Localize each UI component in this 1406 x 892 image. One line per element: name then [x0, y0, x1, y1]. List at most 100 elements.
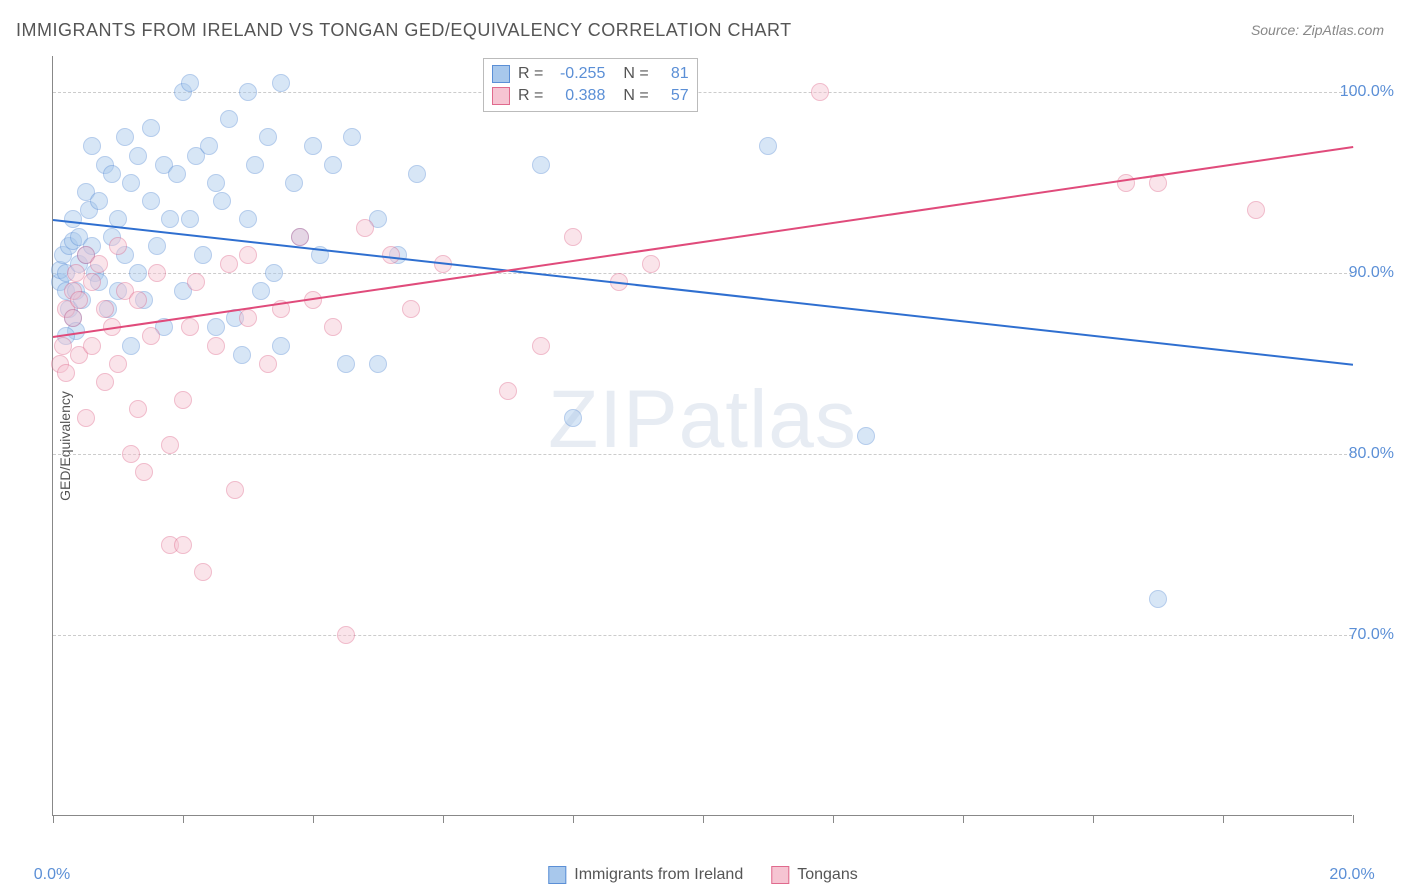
data-point — [194, 246, 212, 264]
data-point — [70, 291, 88, 309]
data-point — [161, 210, 179, 228]
data-point — [83, 273, 101, 291]
data-point — [83, 337, 101, 355]
data-point — [259, 128, 277, 146]
x-tick — [833, 815, 834, 823]
legend-swatch — [548, 866, 566, 884]
gridline-horizontal — [53, 273, 1352, 274]
legend-item: Tongans — [771, 866, 858, 884]
data-point — [1149, 590, 1167, 608]
data-point — [77, 409, 95, 427]
x-tick — [313, 815, 314, 823]
data-point — [408, 165, 426, 183]
data-point — [109, 355, 127, 373]
data-point — [148, 264, 166, 282]
data-point — [116, 128, 134, 146]
legend-swatch — [771, 866, 789, 884]
data-point — [1247, 201, 1265, 219]
legend-swatch — [492, 65, 510, 83]
data-point — [402, 300, 420, 318]
data-point — [96, 300, 114, 318]
x-tick-label: 20.0% — [1329, 866, 1374, 884]
data-point — [194, 563, 212, 581]
chart-source: Source: ZipAtlas.com — [1251, 22, 1384, 38]
stats-r-value: -0.255 — [551, 65, 605, 83]
data-point — [324, 318, 342, 336]
stats-r-label: R = — [518, 87, 543, 105]
data-point — [90, 192, 108, 210]
data-point — [499, 382, 517, 400]
y-tick-label: 90.0% — [1349, 264, 1394, 282]
data-point — [142, 119, 160, 137]
data-point — [54, 337, 72, 355]
data-point — [239, 246, 257, 264]
data-point — [239, 210, 257, 228]
legend-swatch — [492, 87, 510, 105]
data-point — [148, 237, 166, 255]
legend-item: Immigrants from Ireland — [548, 866, 743, 884]
data-point — [642, 255, 660, 273]
data-point — [67, 264, 85, 282]
x-tick-label: 0.0% — [34, 866, 70, 884]
data-point — [64, 210, 82, 228]
data-point — [207, 318, 225, 336]
data-point — [161, 436, 179, 454]
data-point — [239, 309, 257, 327]
chart-container: IMMIGRANTS FROM IRELAND VS TONGAN GED/EQ… — [0, 0, 1406, 892]
data-point — [187, 273, 205, 291]
data-point — [759, 137, 777, 155]
data-point — [207, 337, 225, 355]
data-point — [213, 192, 231, 210]
stats-r-value: 0.388 — [551, 87, 605, 105]
data-point — [122, 445, 140, 463]
data-point — [83, 137, 101, 155]
data-point — [564, 228, 582, 246]
data-point — [200, 137, 218, 155]
data-point — [259, 355, 277, 373]
data-point — [129, 291, 147, 309]
x-tick — [573, 815, 574, 823]
data-point — [129, 400, 147, 418]
data-point — [122, 174, 140, 192]
data-point — [142, 327, 160, 345]
data-point — [532, 156, 550, 174]
data-point — [226, 481, 244, 499]
stats-r-label: R = — [518, 65, 543, 83]
data-point — [57, 364, 75, 382]
data-point — [220, 255, 238, 273]
x-tick — [1353, 815, 1354, 823]
data-point — [343, 128, 361, 146]
x-tick — [183, 815, 184, 823]
data-point — [291, 228, 309, 246]
stats-row: R =-0.255N =81 — [492, 63, 689, 85]
gridline-horizontal — [53, 635, 1352, 636]
data-point — [369, 355, 387, 373]
data-point — [90, 255, 108, 273]
data-point — [252, 282, 270, 300]
x-tick — [703, 815, 704, 823]
data-point — [109, 237, 127, 255]
data-point — [181, 210, 199, 228]
data-point — [207, 174, 225, 192]
stats-n-label: N = — [623, 65, 648, 83]
plot-area: ZIPatlas R =-0.255N =81R =0.388N =57 — [52, 56, 1352, 816]
data-point — [174, 391, 192, 409]
y-tick-label: 80.0% — [1349, 445, 1394, 463]
data-point — [272, 74, 290, 92]
data-point — [64, 309, 82, 327]
data-point — [532, 337, 550, 355]
data-point — [122, 337, 140, 355]
data-point — [103, 165, 121, 183]
data-point — [1117, 174, 1135, 192]
data-point — [181, 74, 199, 92]
data-point — [129, 264, 147, 282]
data-point — [181, 318, 199, 336]
data-point — [265, 264, 283, 282]
data-point — [564, 409, 582, 427]
y-tick-label: 70.0% — [1349, 626, 1394, 644]
data-point — [285, 174, 303, 192]
stats-row: R =0.388N =57 — [492, 85, 689, 107]
x-tick — [53, 815, 54, 823]
y-tick-label: 100.0% — [1340, 83, 1394, 101]
legend-label: Tongans — [797, 866, 858, 884]
